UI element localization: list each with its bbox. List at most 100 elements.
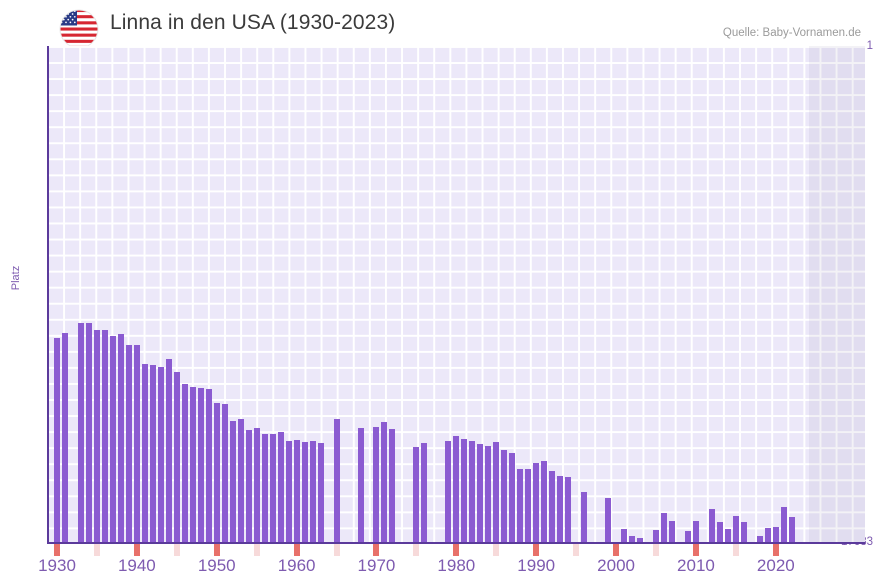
- bar[interactable]: [101, 330, 108, 543]
- bars-container: [47, 46, 865, 543]
- bar[interactable]: [165, 358, 172, 543]
- bar[interactable]: [197, 388, 204, 543]
- bar[interactable]: [581, 491, 588, 543]
- x-axis-tick-label: 1960: [277, 556, 316, 575]
- bar[interactable]: [557, 475, 564, 543]
- bar[interactable]: [621, 528, 628, 543]
- x-tick: [373, 544, 380, 556]
- bar[interactable]: [780, 506, 787, 543]
- bar[interactable]: [317, 443, 324, 543]
- bar[interactable]: [213, 403, 220, 543]
- bar[interactable]: [141, 363, 148, 543]
- bar[interactable]: [637, 538, 644, 543]
- x-tick: [613, 544, 620, 556]
- bar[interactable]: [293, 439, 300, 543]
- x-axis-line: [47, 542, 865, 544]
- bar[interactable]: [684, 531, 691, 543]
- bar[interactable]: [716, 521, 723, 543]
- y-axis-line: [47, 46, 49, 544]
- bar[interactable]: [277, 432, 284, 543]
- bar[interactable]: [477, 443, 484, 543]
- bar[interactable]: [221, 404, 228, 543]
- x-axis-tick-label: 2010: [677, 556, 715, 575]
- bar[interactable]: [117, 334, 124, 543]
- bar[interactable]: [629, 535, 636, 543]
- bar[interactable]: [357, 428, 364, 543]
- bar[interactable]: [77, 323, 84, 543]
- bar[interactable]: [149, 364, 156, 543]
- bar[interactable]: [517, 468, 524, 543]
- x-tick: [692, 544, 699, 556]
- x-tick: [293, 544, 300, 556]
- bar[interactable]: [692, 520, 699, 543]
- bar[interactable]: [133, 345, 140, 543]
- bar[interactable]: [253, 427, 260, 543]
- x-tick: [133, 544, 140, 556]
- bar[interactable]: [541, 461, 548, 543]
- bar[interactable]: [61, 332, 68, 543]
- bar[interactable]: [509, 452, 516, 543]
- source-label: Quelle: Baby-Vornamen.de: [722, 27, 861, 39]
- us-flag-icon: [59, 9, 99, 49]
- bar[interactable]: [661, 512, 667, 543]
- x-tick: [54, 544, 60, 556]
- bar[interactable]: [469, 440, 476, 543]
- x-axis-tick-label: 2000: [597, 556, 635, 575]
- bar[interactable]: [93, 329, 100, 543]
- bar[interactable]: [381, 421, 388, 543]
- bar[interactable]: [724, 528, 731, 543]
- bar[interactable]: [189, 386, 196, 543]
- bar[interactable]: [54, 338, 60, 543]
- plot-area: [47, 46, 865, 543]
- bar[interactable]: [125, 344, 132, 543]
- bar[interactable]: [788, 516, 795, 543]
- bar[interactable]: [229, 420, 236, 543]
- bar[interactable]: [653, 530, 660, 543]
- x-tick: [573, 544, 580, 556]
- bar[interactable]: [389, 428, 396, 543]
- bar[interactable]: [668, 520, 675, 543]
- bar[interactable]: [157, 366, 164, 543]
- bar[interactable]: [501, 450, 508, 543]
- x-axis-tick-label: 1940: [117, 556, 156, 575]
- bar[interactable]: [740, 522, 747, 543]
- bar[interactable]: [333, 418, 340, 543]
- bar[interactable]: [85, 322, 92, 543]
- x-tick: [453, 544, 460, 556]
- bar[interactable]: [205, 388, 212, 543]
- bar[interactable]: [493, 442, 500, 543]
- bar[interactable]: [237, 418, 244, 543]
- bar[interactable]: [764, 527, 771, 543]
- bar[interactable]: [453, 436, 460, 543]
- y-axis-top-label: 1: [866, 40, 873, 52]
- bar[interactable]: [461, 439, 468, 543]
- bar[interactable]: [549, 471, 556, 543]
- bar[interactable]: [421, 442, 428, 543]
- bar[interactable]: [445, 440, 452, 543]
- bar[interactable]: [565, 476, 572, 543]
- bar[interactable]: [181, 383, 188, 543]
- bar[interactable]: [109, 335, 116, 543]
- bar[interactable]: [413, 446, 420, 543]
- bar[interactable]: [732, 516, 739, 543]
- bar[interactable]: [708, 509, 715, 543]
- x-tick: [653, 544, 660, 556]
- bar[interactable]: [533, 462, 540, 543]
- bar[interactable]: [525, 468, 532, 543]
- bar[interactable]: [485, 446, 492, 543]
- bar[interactable]: [772, 526, 779, 543]
- bar[interactable]: [261, 433, 268, 543]
- bar[interactable]: [756, 535, 763, 543]
- bar[interactable]: [269, 434, 276, 543]
- bar[interactable]: [173, 371, 180, 543]
- bar[interactable]: [605, 497, 612, 543]
- x-axis-tick-label: 1930: [38, 556, 76, 575]
- x-tick: [253, 544, 260, 556]
- bar[interactable]: [245, 429, 252, 543]
- bar[interactable]: [373, 427, 380, 543]
- bar[interactable]: [301, 441, 308, 543]
- bar[interactable]: [309, 440, 316, 543]
- y-axis-title: Platz: [10, 265, 23, 291]
- bar[interactable]: [285, 440, 292, 543]
